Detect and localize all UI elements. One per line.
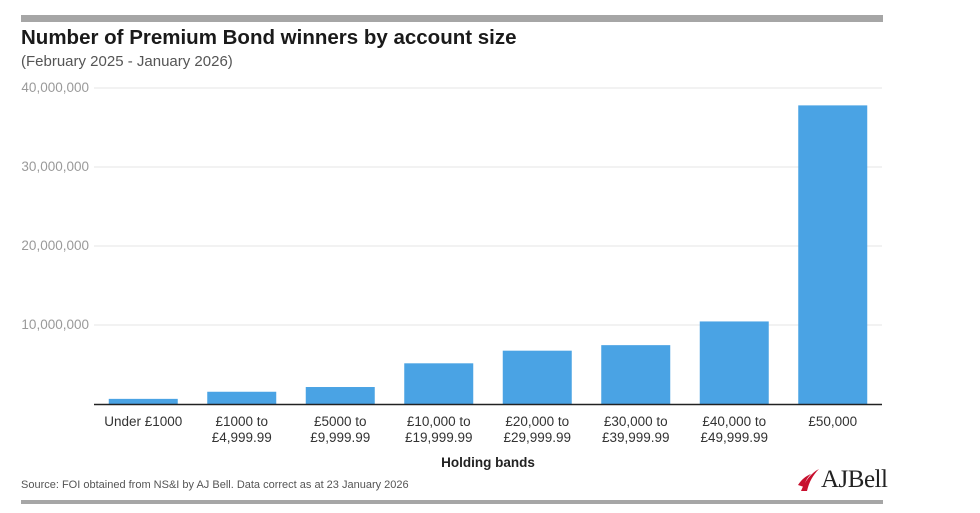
y-tick-label: 30,000,000	[21, 159, 89, 174]
y-tick-label: 10,000,000	[21, 317, 89, 332]
top-rule	[21, 15, 883, 22]
x-axis-title: Holding bands	[441, 455, 535, 470]
x-tick-label: £40,000 to £49,999.99	[700, 414, 768, 445]
bar-chart: 10,000,000 20,000,000 30,000,000 40,000,000…	[21, 80, 882, 470]
source-note: Source: FOI obtained from NS&I by AJ Bel…	[21, 479, 409, 491]
y-tick-label: 40,000,000	[21, 80, 89, 95]
bottom-rule	[21, 500, 883, 504]
bar	[404, 363, 474, 404]
y-tick-label: 20,000,000	[21, 238, 89, 253]
grid-lines	[94, 87, 882, 326]
bar	[798, 105, 868, 404]
x-tick-label: £50,000	[808, 414, 857, 429]
aj-bell-swoosh-icon	[798, 469, 819, 491]
x-tick-label: £5000 to £9,999.99	[310, 414, 370, 445]
x-tick-labels: Under £1000 £1000 to £4,999.99 £5000 to £9,9…	[104, 414, 857, 445]
bar	[305, 387, 375, 404]
bars	[108, 105, 868, 404]
x-tick-label: Under £1000	[104, 414, 182, 429]
bar	[207, 391, 277, 404]
aj-bell-logo: AJBell	[797, 466, 888, 494]
bar	[601, 345, 671, 404]
y-tick-labels: 10,000,000 20,000,000 30,000,000 40,000,000	[21, 80, 89, 332]
bar	[699, 321, 769, 404]
x-tick-label: £20,000 to £29,999.99	[503, 414, 571, 445]
x-tick-label: £30,000 to £39,999.99	[602, 414, 670, 445]
bar	[502, 350, 572, 404]
bar	[108, 398, 178, 404]
x-tick-label: £1000 to £4,999.99	[212, 414, 272, 445]
logo-text: AJBell	[821, 466, 888, 493]
chart-subtitle: (February 2025 - January 2026)	[21, 53, 233, 70]
x-tick-label: £10,000 to £19,999.99	[405, 414, 473, 445]
chart-title: Number of Premium Bond winners by accoun…	[21, 26, 517, 49]
